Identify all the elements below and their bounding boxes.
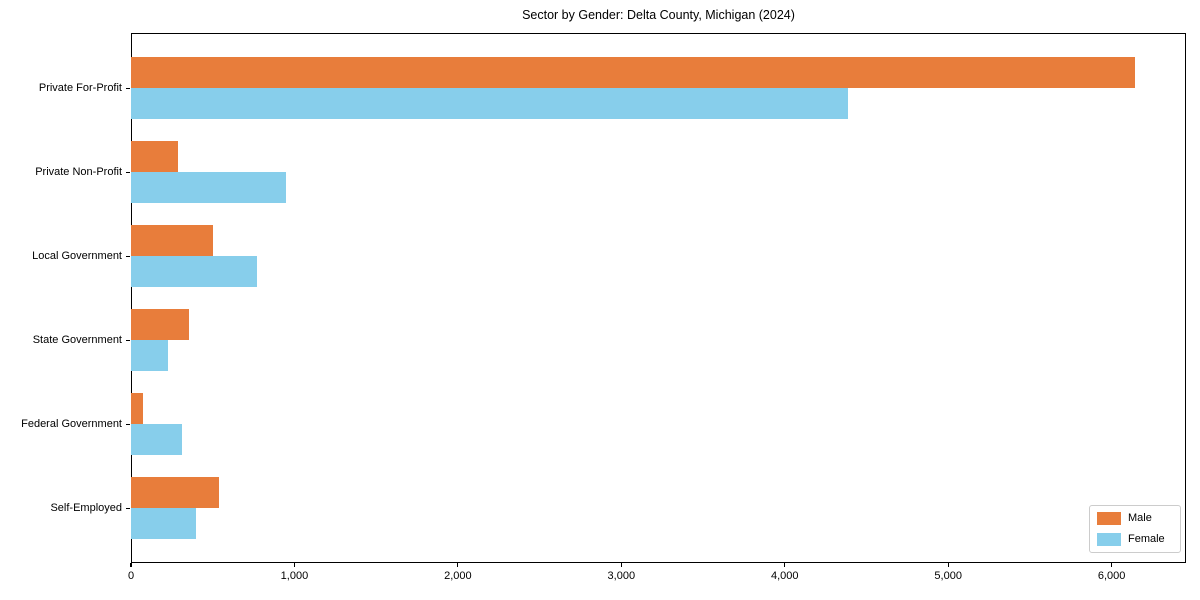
- bar-male-state-government: [131, 309, 190, 340]
- y-tick-label-private-non-profit: Private Non-Profit: [35, 166, 122, 178]
- x-tick-mark: [620, 563, 622, 567]
- y-tick-label-federal-government: Federal Government: [21, 418, 122, 430]
- bar-male-local-government: [131, 225, 213, 256]
- bar-male-private-for-profit: [131, 57, 1135, 88]
- chart-title: Sector by Gender: Delta County, Michigan…: [522, 8, 795, 22]
- x-tick-label-2-000: 2,000: [444, 570, 472, 582]
- male-swatch-icon: [1097, 512, 1121, 525]
- y-tick-label-self-employed: Self-Employed: [50, 502, 122, 514]
- x-tick-mark: [947, 563, 949, 567]
- x-tick-label-0: 0: [127, 570, 135, 582]
- bar-male-self-employed: [131, 477, 220, 508]
- y-tick-label-state-government: State Government: [32, 334, 122, 346]
- x-tick-label-3-000: 3,000: [607, 570, 636, 582]
- y-tick-mark: [126, 423, 130, 425]
- bar-female-private-for-profit: [131, 88, 849, 119]
- bar-female-federal-government: [131, 424, 183, 455]
- x-tick-mark: [293, 563, 296, 567]
- x-tick-mark: [457, 563, 459, 567]
- y-tick-mark: [126, 339, 130, 341]
- plot-area: [131, 33, 1186, 563]
- bar-female-self-employed: [131, 508, 197, 539]
- x-tick-label-5-000: 5,000: [934, 570, 962, 582]
- legend-label-male: Male: [1128, 512, 1152, 524]
- bar-female-local-government: [131, 256, 257, 287]
- legend: Male Female: [1089, 505, 1181, 553]
- x-tick-mark: [130, 563, 132, 567]
- x-tick-label-4-000: 4,000: [770, 570, 799, 582]
- legend-item-male: Male: [1097, 512, 1172, 525]
- y-tick-label-private-for-profit: Private For-Profit: [38, 82, 122, 94]
- female-swatch-icon: [1097, 533, 1121, 546]
- x-tick-mark: [1111, 563, 1113, 567]
- y-tick-mark: [126, 507, 130, 509]
- y-tick-mark: [126, 255, 130, 257]
- bar-male-federal-government: [131, 393, 144, 424]
- bar-female-private-non-profit: [131, 172, 287, 203]
- y-tick-mark: [126, 87, 130, 89]
- x-tick-label-6-000: 6,000: [1097, 570, 1126, 582]
- y-tick-mark: [126, 171, 130, 173]
- bar-male-private-non-profit: [131, 141, 178, 172]
- y-tick-label-local-government: Local Government: [32, 250, 122, 262]
- legend-item-female: Female: [1097, 533, 1172, 546]
- x-tick-label-1-000: 1,000: [280, 570, 309, 582]
- bar-female-state-government: [131, 340, 168, 371]
- x-tick-mark: [784, 563, 786, 567]
- legend-label-female: Female: [1128, 533, 1165, 545]
